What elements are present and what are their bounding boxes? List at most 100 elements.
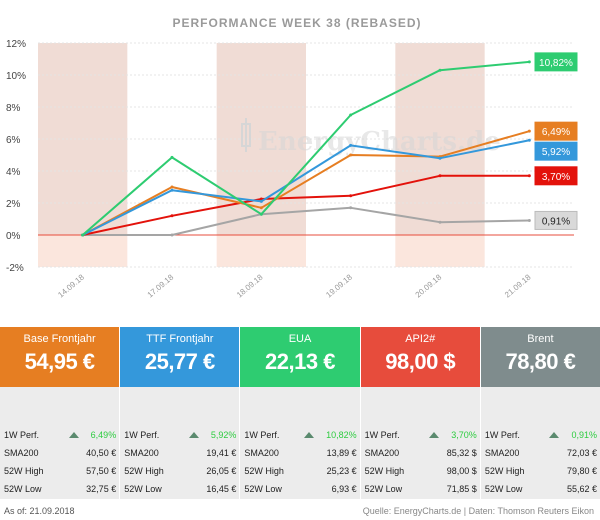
- series-line: [82, 139, 530, 236]
- stat-row-perf: 1W Perf. 3,70%: [361, 426, 480, 444]
- watermark-text: EnergyCharts.de: [258, 127, 501, 157]
- card-name: API2#: [405, 333, 436, 345]
- stat-row-sma200: SMA200 85,32 $: [361, 444, 480, 462]
- stat-value-perf: 5,92%: [210, 430, 237, 440]
- data-point: [349, 113, 353, 117]
- stat-row-high52: 52W High 98,00 $: [361, 462, 480, 480]
- data-point: [527, 218, 531, 222]
- y-tick-label: 4%: [6, 167, 21, 178]
- stat-value-low52: 32,75 €: [86, 484, 117, 494]
- end-labels: 10,82% 6,49% 5,92% 3,70% 0,91%: [534, 52, 578, 230]
- data-point: [349, 153, 353, 157]
- card-base-frontjahr: Base Frontjahr 54,95 €: [0, 327, 121, 387]
- data-point: [527, 60, 531, 64]
- stat-row-low52: 52W Low 55,62 €: [481, 480, 600, 498]
- watermark: EnergyCharts.de: [241, 118, 501, 157]
- stat-value-high52: 25,23 €: [326, 466, 357, 476]
- stat-value-sma200: 40,50 €: [86, 448, 117, 458]
- stat-label: 52W Low: [244, 484, 282, 494]
- stats-eua: 1W Perf. 10,82% SMA200 13,89 € 52W High …: [240, 387, 361, 499]
- stat-label: 52W Low: [484, 484, 523, 494]
- stat-row-low52: 52W Low 32,75 €: [0, 480, 119, 498]
- stat-row-high52: 52W High 79,80 €: [481, 462, 600, 480]
- stat-row-high52: 52W High 57,50 €: [0, 462, 119, 480]
- stats-base-frontjahr: 1W Perf. 6,49% SMA200 40,50 € 52W High 5…: [0, 387, 121, 499]
- x-tick-label: 14.09.18: [56, 272, 86, 299]
- stat-value-low52: 55,62 €: [566, 484, 598, 494]
- stat-label: SMA200: [124, 448, 159, 458]
- end-label-box: [534, 166, 578, 186]
- stat-row-sma200: SMA200 13,89 €: [240, 444, 359, 462]
- as-of-date: As of: 21.09.2018: [4, 506, 75, 516]
- stats-api2: 1W Perf. 3,70% SMA200 85,32 $ 52W High 9…: [361, 387, 481, 499]
- stat-row-low52: 52W Low 71,85 $: [361, 480, 480, 498]
- band-negative: [38, 235, 128, 267]
- data-point: [438, 156, 442, 160]
- y-tick-label: 2%: [6, 199, 21, 210]
- stat-value-sma200: 72,03 €: [566, 448, 598, 458]
- end-label-box: [534, 52, 578, 72]
- data-point: [170, 188, 174, 192]
- card-eua: EUA 22,13 €: [240, 327, 361, 387]
- stat-value-perf: 3,70%: [451, 430, 477, 440]
- card-price: 22,13 €: [265, 349, 335, 374]
- end-label: 6,49%: [534, 121, 578, 141]
- stat-label: SMA200: [244, 448, 279, 458]
- card-price: 98,00 $: [385, 349, 456, 374]
- x-tick-label: 19.09.18: [324, 272, 354, 299]
- stat-value-high52: 26,05 €: [206, 466, 237, 476]
- source-credit: Quelle: EnergyCharts.de | Daten: Thomson…: [362, 506, 594, 516]
- x-tick-label: 17.09.18: [146, 272, 176, 299]
- stat-label: 1W Perf.: [484, 430, 520, 440]
- end-label-box: [534, 121, 578, 141]
- up-arrow-icon: [549, 432, 560, 438]
- card-name: Brent: [527, 333, 554, 345]
- stat-value-low52: 6,93 €: [331, 484, 357, 494]
- card-name: TTF Frontjahr: [146, 333, 214, 345]
- stat-value-perf: 0,91%: [571, 430, 598, 440]
- data-point: [170, 185, 174, 189]
- series-line: [82, 174, 530, 236]
- stat-label: 52W High: [484, 466, 525, 476]
- series-line: [82, 206, 530, 236]
- performance-chart: PERFORMANCE WEEK 38 (REBASED) -2% 0% 2% 4% 6…: [6, 16, 578, 300]
- end-label-text: 0,91%: [542, 216, 570, 227]
- card-ttf-frontjahr: TTF Frontjahr 25,77 €: [120, 327, 241, 387]
- up-arrow-icon: [304, 432, 315, 438]
- data-point: [81, 233, 85, 237]
- stat-row-sma200: SMA200 19,41 €: [120, 444, 239, 462]
- stat-label: 52W Low: [364, 484, 403, 494]
- stat-value-perf: 6,49%: [90, 430, 117, 440]
- y-tick-label: 10%: [6, 71, 26, 82]
- x-tick-label: 20.09.18: [414, 272, 444, 299]
- stat-value-high52: 57,50 €: [86, 466, 117, 476]
- stat-row-low52: 52W Low 6,93 €: [240, 480, 359, 498]
- data-point: [438, 68, 442, 72]
- card-api2: API2# 98,00 $: [360, 327, 481, 387]
- stat-label: 1W Perf.: [364, 430, 400, 440]
- data-point: [527, 138, 531, 142]
- stat-row-sma200: SMA200 72,03 €: [481, 444, 600, 462]
- gridlines: [38, 42, 574, 268]
- end-label: 0,91%: [534, 210, 578, 230]
- chart-title: PERFORMANCE WEEK 38 (REBASED): [172, 16, 421, 30]
- stat-row-perf: 1W Perf. 5,92%: [120, 426, 239, 444]
- up-arrow-icon: [188, 432, 199, 438]
- data-point: [527, 174, 531, 178]
- y-tick-label: 6%: [6, 135, 21, 146]
- card-price: 54,95 €: [24, 349, 95, 374]
- series-line: [82, 60, 530, 236]
- y-tick-label: 0%: [6, 231, 21, 242]
- data-point: [349, 206, 353, 210]
- asset-cards: Base Frontjahr 54,95 € TTF Frontjahr 25,…: [0, 327, 600, 387]
- stat-label: 52W Low: [124, 484, 162, 494]
- card-name: EUA: [288, 333, 312, 345]
- end-label-text: 5,92%: [542, 147, 570, 158]
- stats-brent: 1W Perf. 0,91% SMA200 72,03 € 52W High 7…: [481, 387, 600, 499]
- stat-value-perf: 10,82%: [326, 430, 357, 440]
- up-arrow-icon: [429, 432, 440, 438]
- end-label-box: [534, 141, 578, 161]
- stat-row-high52: 52W High 25,23 €: [240, 462, 359, 480]
- stat-label: SMA200: [364, 448, 400, 458]
- data-point: [438, 174, 442, 178]
